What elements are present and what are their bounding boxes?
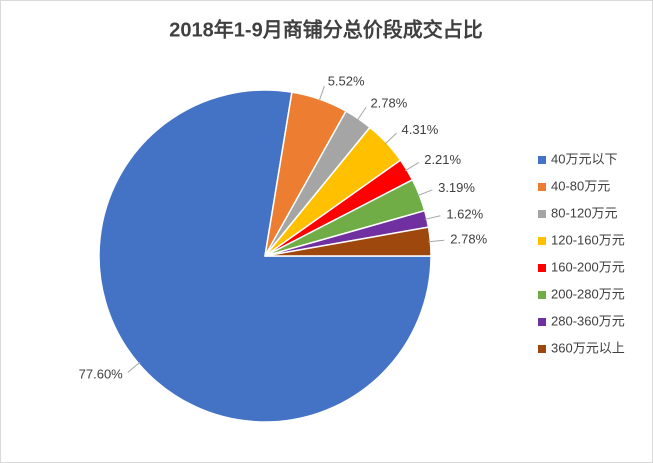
leader-line <box>356 106 367 121</box>
leader-line <box>384 132 397 145</box>
data-label: 5.52% <box>328 74 365 89</box>
leader-line <box>127 361 141 373</box>
leader-line <box>417 189 433 197</box>
legend-label: 200-280万元 <box>551 286 625 301</box>
legend-label: 360万元以上 <box>551 340 625 355</box>
leader-line <box>424 215 441 220</box>
legend-label: 40-80万元 <box>551 178 610 193</box>
leader-line <box>318 85 325 102</box>
data-label: 2.78% <box>450 231 487 246</box>
legend-swatch <box>538 183 546 191</box>
data-label: 2.78% <box>370 95 407 110</box>
data-label: 3.19% <box>438 180 475 195</box>
data-label: 77.60% <box>79 367 124 382</box>
legend-label: 80-120万元 <box>551 205 617 220</box>
data-label: 2.21% <box>424 152 461 167</box>
legend-label: 160-200万元 <box>551 259 625 274</box>
legend-swatch <box>538 345 546 353</box>
legend-label: 280-360万元 <box>551 313 625 328</box>
legend-label: 120-160万元 <box>551 232 625 247</box>
legend-swatch <box>538 156 546 164</box>
legend-swatch <box>538 210 546 218</box>
legend-swatch <box>538 237 546 245</box>
leader-line <box>428 239 445 243</box>
leader-line <box>404 162 420 172</box>
data-label: 1.62% <box>446 206 483 221</box>
legend-label: 40万元以下 <box>551 151 617 166</box>
chart-title: 2018年1-9月商铺分总价段成交占比 <box>169 17 482 41</box>
data-label: 4.31% <box>401 122 438 137</box>
legend-swatch <box>538 264 546 272</box>
legend-swatch <box>538 291 546 299</box>
legend-swatch <box>538 318 546 326</box>
